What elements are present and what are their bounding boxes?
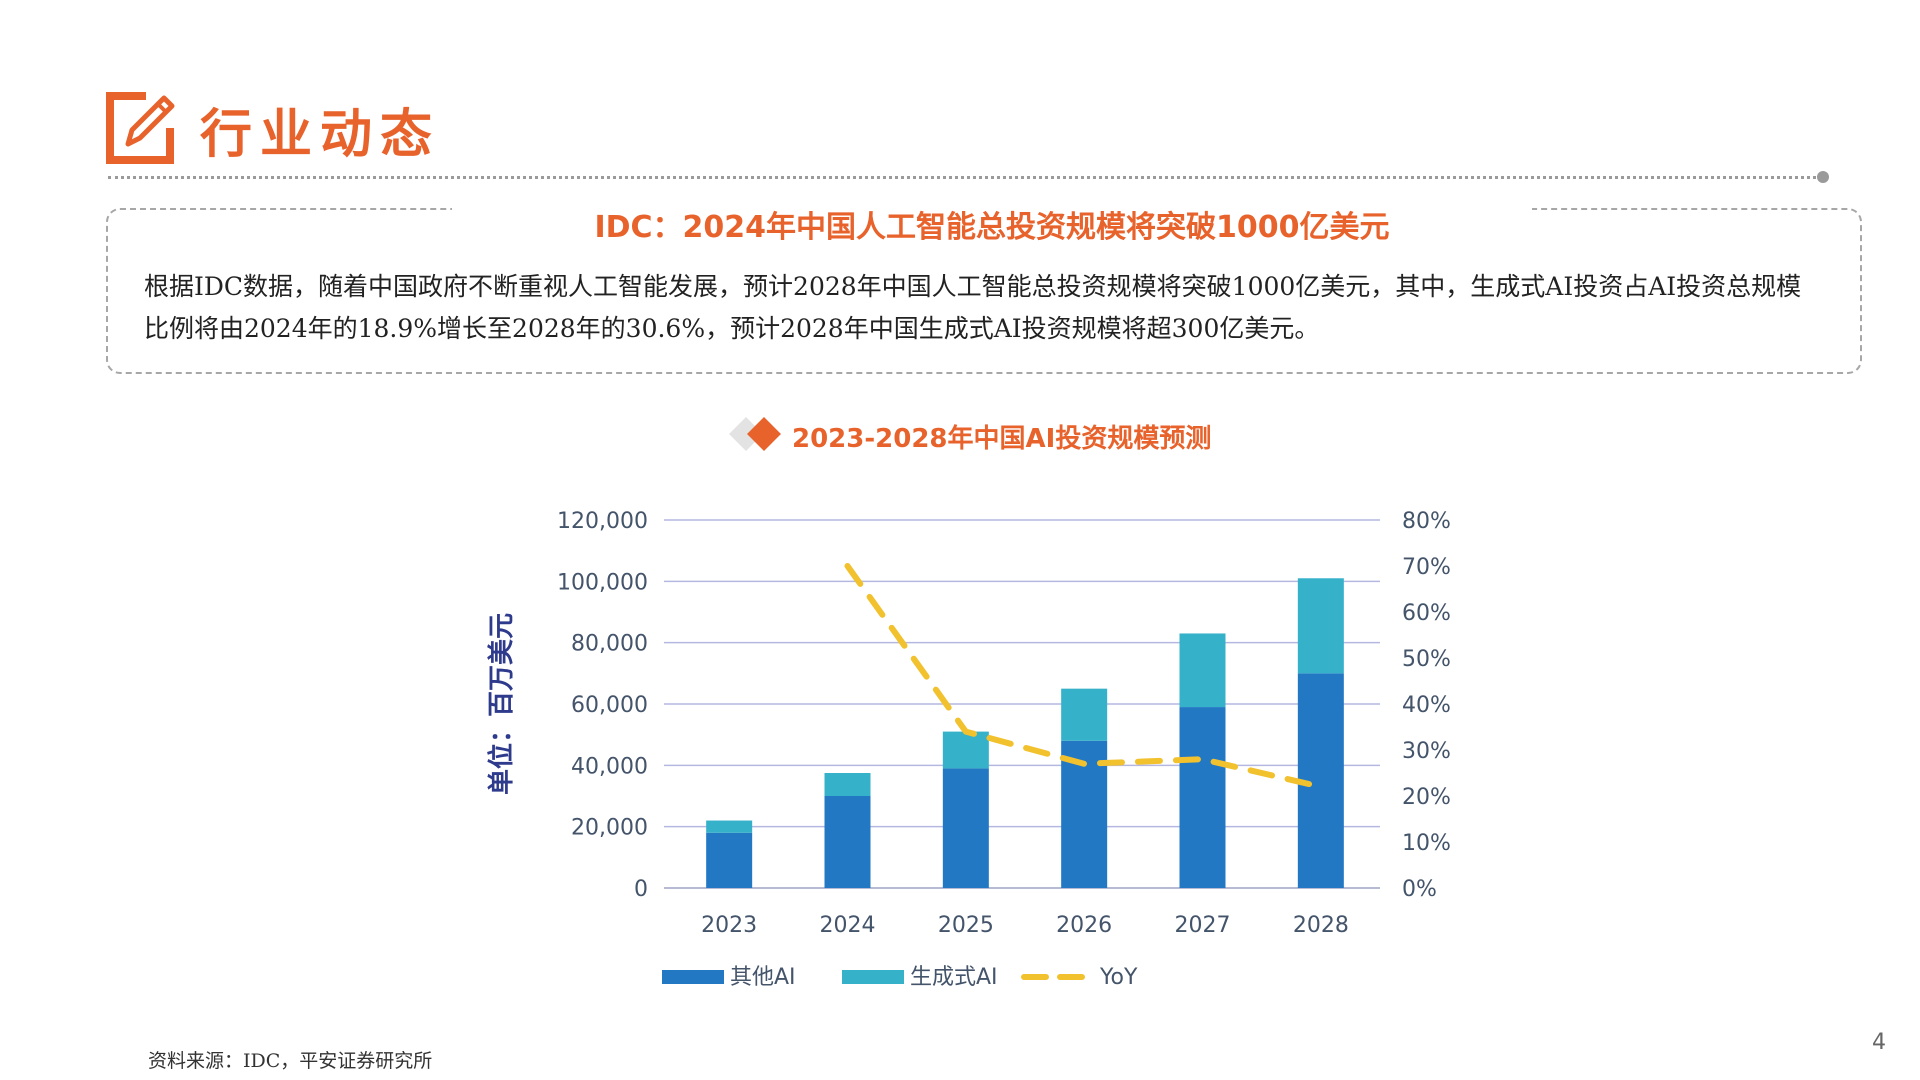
x-tick-label: 2026 — [1056, 913, 1112, 938]
legend-yoy-label: YoY — [1099, 965, 1138, 990]
page-title: 行业动态 — [200, 104, 441, 165]
grid-lines — [664, 519, 1380, 889]
info-box-title: IDC：2024年中国人工智能总投资规模将突破1000亿美元 — [594, 210, 1390, 245]
bar-generative-ai — [706, 820, 753, 833]
y-tick-label: 80,000 — [571, 632, 648, 657]
header-divider — [108, 176, 1823, 179]
pencil-square-icon — [106, 92, 175, 164]
legend-other-ai-swatch — [662, 970, 724, 984]
x-tick-label: 2023 — [701, 913, 757, 938]
source-note: 资料来源：IDC，平安证券研究所 — [148, 1050, 433, 1072]
y-tick-label: 40,000 — [571, 754, 648, 779]
bar-generative-ai — [1179, 633, 1226, 708]
legend: 其他AI 生成式AI YoY — [662, 965, 1138, 990]
bar-generative-ai — [1297, 578, 1344, 674]
legend-other-ai-label: 其他AI — [730, 965, 796, 990]
legend-generative-ai-swatch — [842, 970, 904, 984]
bars — [706, 578, 1344, 888]
axis-labels: 0 20,000 40,000 60,000 80,000 100,000 120,000 0… — [486, 509, 1451, 938]
page-number: 4 — [1872, 1030, 1886, 1055]
y-tick-label: 60,000 — [571, 693, 648, 718]
y2-tick-label: 80% — [1402, 509, 1451, 534]
y-tick-label: 100,000 — [557, 570, 648, 595]
y2-tick-label: 70% — [1402, 555, 1451, 580]
bar-generative-ai — [942, 731, 989, 769]
bar-generative-ai — [824, 773, 871, 796]
bar-other-ai — [706, 832, 753, 888]
bar-other-ai — [824, 796, 871, 888]
y-axis-title: 单位：百万美元 — [486, 613, 517, 795]
y2-tick-label: 50% — [1402, 647, 1451, 672]
x-tick-label: 2028 — [1293, 913, 1349, 938]
bar-generative-ai — [1061, 688, 1108, 741]
y2-tick-label: 0% — [1402, 877, 1437, 902]
y2-tick-label: 10% — [1402, 831, 1451, 856]
y-tick-label: 20,000 — [571, 816, 648, 841]
chart-title: 2023-2028年中国AI投资规模预测 — [792, 424, 1212, 454]
diamond-icon — [729, 417, 781, 451]
info-box-body: 根据IDC数据，随着中国政府不断重视人工智能发展，预计2028年中国人工智能总投… — [144, 272, 1802, 343]
y-tick-label: 120,000 — [557, 509, 648, 534]
x-tick-label: 2024 — [820, 913, 876, 938]
y2-tick-label: 20% — [1402, 785, 1451, 810]
x-tick-label: 2025 — [938, 913, 994, 938]
yoy-line — [844, 563, 1324, 790]
yoy-line-layer — [844, 563, 1324, 790]
info-box-title-backdrop — [452, 196, 1532, 226]
y2-tick-label: 60% — [1402, 601, 1451, 626]
bar-other-ai — [1179, 707, 1226, 888]
y2-tick-label: 40% — [1402, 693, 1451, 718]
y2-tick-label: 30% — [1402, 739, 1451, 764]
header-divider-end-dot — [1817, 171, 1829, 183]
legend-generative-ai-label: 生成式AI — [910, 965, 998, 990]
investment-chart: 0 20,000 40,000 60,000 80,000 100,000 120,000 0… — [486, 509, 1451, 990]
y-tick-label: 0 — [634, 877, 648, 902]
x-tick-label: 2027 — [1175, 913, 1231, 938]
bar-other-ai — [942, 768, 989, 888]
